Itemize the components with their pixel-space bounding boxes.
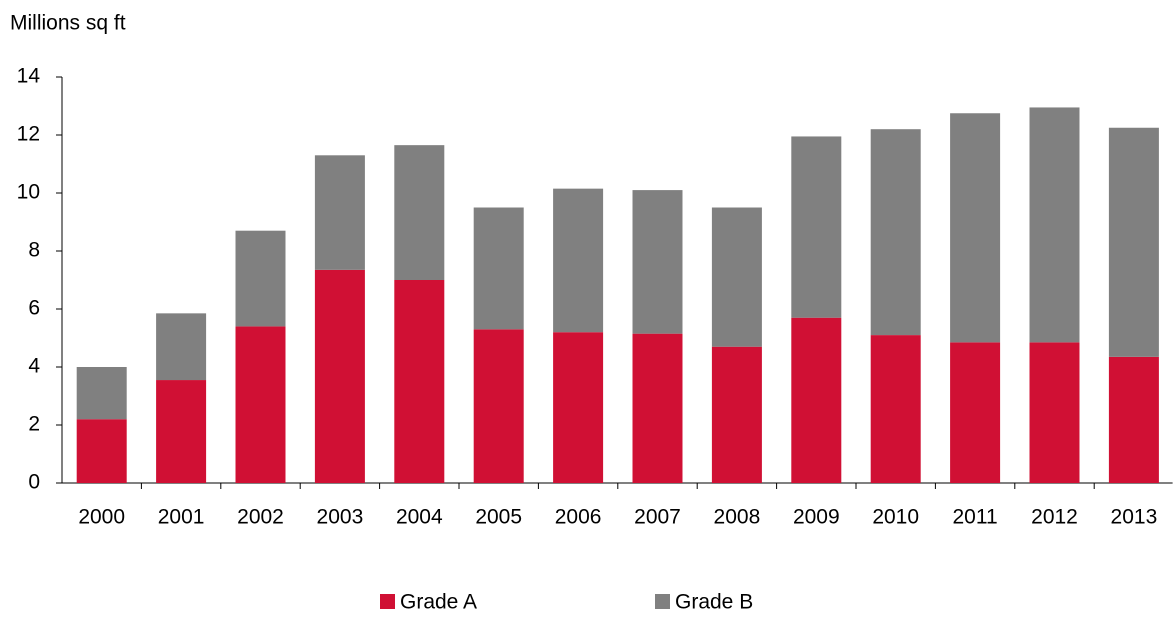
bar-segment	[314, 269, 365, 483]
bar-segment	[791, 136, 842, 318]
bar-segment	[76, 367, 127, 420]
y-tick-label: 8	[28, 239, 40, 262]
bar-segment	[156, 380, 207, 483]
bar-segment	[235, 326, 286, 483]
y-axis-label: Millions sq ft	[10, 12, 126, 35]
bar-segment	[394, 145, 445, 280]
x-tick-label: 2013	[1111, 506, 1158, 529]
bar-segment	[235, 230, 286, 327]
bar-segment	[870, 335, 921, 483]
x-tick-label: 2003	[317, 506, 364, 529]
bar-segment	[1108, 127, 1159, 357]
bar-segment	[870, 129, 921, 336]
x-tick-label: 2002	[237, 506, 284, 529]
x-tick-label: 2007	[634, 506, 681, 529]
bar-segment	[1108, 356, 1159, 483]
y-tick-label: 6	[28, 297, 40, 320]
bar-segment	[394, 280, 445, 483]
y-tick-label: 10	[17, 181, 40, 204]
x-tick-label: 2004	[396, 506, 443, 529]
x-tick-label: 2006	[555, 506, 602, 529]
x-tick-label: 2001	[158, 506, 205, 529]
bar-segment	[553, 332, 604, 483]
x-tick-label: 2011	[953, 506, 998, 529]
x-tick-label: 2000	[78, 506, 125, 529]
bar-segment	[711, 346, 762, 483]
bar-segment	[1029, 342, 1080, 483]
y-tick-label: 0	[28, 471, 40, 494]
bar-segment	[156, 313, 207, 381]
x-tick-label: 2008	[714, 506, 761, 529]
legend-swatch	[380, 594, 395, 609]
x-tick-label: 2009	[793, 506, 840, 529]
x-tick-label: 2005	[475, 506, 522, 529]
y-tick-label: 2	[28, 413, 40, 436]
x-tick-label: 2010	[872, 506, 919, 529]
x-tick-label: 2012	[1031, 506, 1078, 529]
bar-segment	[473, 329, 524, 483]
bar-segment	[950, 113, 1001, 343]
y-tick-label: 12	[17, 123, 40, 146]
bar-segment	[473, 207, 524, 330]
y-tick-label: 14	[17, 65, 41, 88]
legend-label: Grade B	[675, 591, 753, 614]
bar-segment	[76, 419, 127, 483]
bar-segment	[1029, 107, 1080, 343]
bar-segment	[314, 155, 365, 270]
bar-segment	[632, 333, 683, 483]
bar-segment	[791, 317, 842, 483]
bar-segment	[711, 207, 762, 347]
bar-segment	[950, 342, 1001, 483]
bar-segment	[632, 190, 683, 334]
y-tick-label: 4	[28, 355, 40, 378]
legend-label: Grade A	[400, 591, 477, 614]
legend-swatch	[655, 594, 670, 609]
bar-segment	[553, 188, 604, 333]
